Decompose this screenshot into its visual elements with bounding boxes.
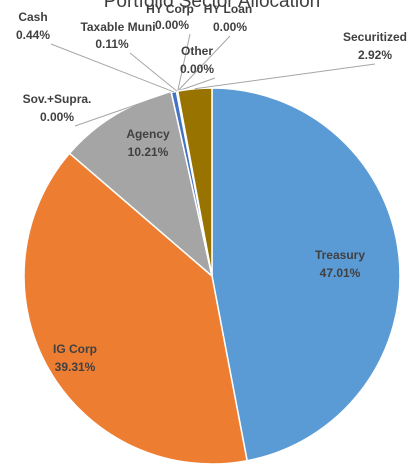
slice-label: Treasury [315,248,365,262]
slice-label: HY Loan [204,2,252,16]
slice-label: Sov.+Supra. [23,92,92,106]
slice-label: HY Corp [146,2,194,16]
pie-slice [176,87,213,277]
leader-line [177,35,231,92]
slice-label: Securitized [343,30,407,44]
slice-value-label: 0.44% [16,28,50,42]
slice-value-label: 10.21% [128,145,169,159]
chart-title: Portfolio Sector Allocation [104,0,321,12]
leader-line [177,33,191,92]
pie-slice [211,87,401,462]
slice-label: Agency [126,127,170,141]
leader-line [74,91,172,127]
slice-value-label: 47.01% [320,266,361,280]
leader-line [50,43,175,93]
slice-value-label: 0.11% [95,37,129,51]
leader-line [194,63,376,90]
slice-value-label: 0.00% [213,20,247,34]
slice-value-label: 0.00% [40,110,74,124]
slice-label: Other [181,44,213,58]
slice-value-label: 0.00% [180,62,214,76]
slice-value-label: 0.00% [155,18,189,32]
slice-label: Cash [18,10,47,24]
slice-label: Taxable Muni [80,20,155,34]
leader-line [177,77,216,92]
slice-value-label: 2.92% [358,48,392,62]
leader-line [129,52,178,92]
slice-label: IG Corp [53,342,97,356]
pie-slice [23,152,248,465]
slice-value-label: 39.31% [55,360,96,374]
